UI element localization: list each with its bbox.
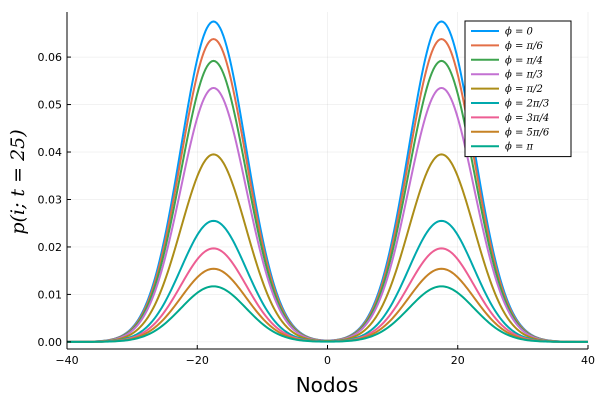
y-tick-label: 0.04 <box>38 146 63 159</box>
x-tick-label: −20 <box>186 354 209 367</box>
axes <box>66 12 589 350</box>
x-tick-label: −40 <box>55 354 78 367</box>
y-tick-label: 0.03 <box>38 193 63 206</box>
tick-labels: −40 −20 0 20 40 0.00 0.01 0.02 0.03 0.04 0.05 0.06 <box>38 51 596 367</box>
x-tick-label: 40 <box>581 354 595 367</box>
x-tick-label: 20 <box>451 354 465 367</box>
legend-entry-label: ϕ = π/6 <box>505 41 543 52</box>
legend-entry-label: ϕ = 5π/6 <box>505 127 550 138</box>
legend-entry-label: ϕ = 2π/3 <box>505 99 549 110</box>
legend: ϕ = 0 ϕ = π/6 ϕ = π/4 ϕ = π/3 ϕ = π/2 ϕ = 2π/… <box>464 20 572 158</box>
x-axis-label: Nodos <box>296 373 359 397</box>
y-axis-label: p(i; t = 25) <box>7 129 29 234</box>
series-line-8 <box>67 285 588 343</box>
y-tick-label: 0.06 <box>38 51 63 64</box>
series-group <box>66 20 589 343</box>
legend-entry-label: ϕ = π/3 <box>505 70 543 81</box>
legend-entry-label: ϕ = π/4 <box>505 55 543 66</box>
y-tick-label: 0.00 <box>38 336 63 349</box>
legend-entry-label: ϕ = π <box>505 142 534 153</box>
y-tick-label: 0.01 <box>38 288 63 301</box>
x-tick-label: 0 <box>324 354 331 367</box>
legend-entry-label: ϕ = 3π/4 <box>505 113 549 124</box>
y-tick-label: 0.02 <box>38 241 63 254</box>
legend-entry-label: ϕ = π/2 <box>505 84 543 95</box>
y-tick-label: 0.05 <box>38 99 63 112</box>
legend-entry-label: ϕ = 0 <box>505 27 534 38</box>
